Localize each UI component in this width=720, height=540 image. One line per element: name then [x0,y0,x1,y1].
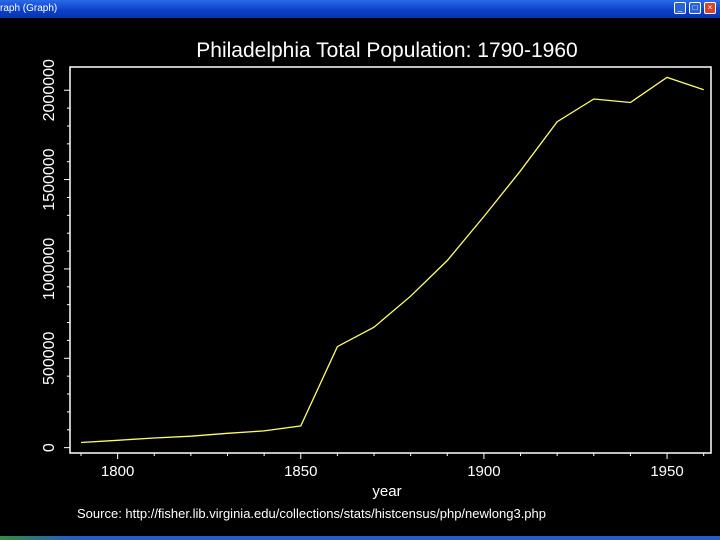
x-axis-label: year [372,483,401,500]
window-title: raph (Graph) [0,3,58,14]
plot-frame [69,66,712,454]
source-note: Source: http://fisher.lib.virginia.edu/c… [77,506,546,521]
y-tick-label-1: 500000 [41,331,58,384]
population-series-line [80,76,704,444]
window-titlebar: raph (Graph) _ □ × [0,0,720,18]
x-tick-label-2: 1900 [467,463,500,480]
y-tick-label-4: 2000000 [41,59,58,121]
x-tick-label-1: 1850 [284,463,317,480]
minimize-button[interactable]: _ [674,2,686,14]
y-tick-label-3: 1500000 [41,148,58,210]
y-tick-label-2: 1000000 [41,238,58,300]
y-axis: 0 500000 1000000 1500000 2000000 [41,59,70,452]
taskbar-strip [0,536,720,540]
maximize-button[interactable]: □ [689,2,701,14]
x-tick-label-0: 1800 [101,463,134,480]
close-button[interactable]: × [704,2,716,14]
chart-title: Philadelphia Total Population: 1790-1960 [196,39,577,62]
y-tick-label-0: 0 [41,443,58,452]
x-tick-label-3: 1950 [650,463,683,480]
x-axis: 1800 1850 1900 1950 [80,453,705,480]
